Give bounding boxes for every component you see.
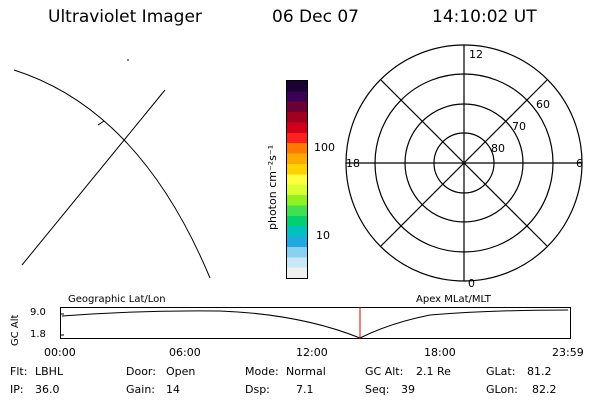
timeline-ytick-1.8: 1.8 <box>30 329 46 340</box>
status-glon-value: 82.2 <box>532 383 557 396</box>
lat-label-80: 80 <box>491 142 505 155</box>
status-glat-value: 81.2 <box>527 365 552 378</box>
mlt-label-0: 0 <box>468 277 475 290</box>
lat-label-70: 70 <box>512 120 526 133</box>
colorbar <box>286 80 308 279</box>
date-label: 06 Dec 07 <box>272 7 359 27</box>
timeline-y-axis-title: GC Alt <box>10 314 21 346</box>
orbit-altitude-timeline <box>60 307 571 339</box>
status-mode-value: Normal <box>286 365 326 378</box>
status-ip-label: IP: <box>10 383 24 396</box>
timeline-xtick-0000: 00:00 <box>44 346 76 359</box>
lat-label-60: 60 <box>536 98 550 111</box>
timeline-ytick-9: 9.0 <box>30 307 46 318</box>
status-gcalt-value: 2.1 Re <box>416 365 451 378</box>
timeline-frame <box>60 307 571 339</box>
status-gain-label: Gain: <box>126 383 155 396</box>
status-door-value: Open <box>166 365 196 378</box>
status-seq-label: Seq: <box>365 383 390 396</box>
status-door-label: Door: <box>126 365 156 378</box>
time-label: 14:10:02 UT <box>432 7 537 27</box>
colorbar-axis-title: photon cm⁻²s⁻¹ <box>266 144 279 230</box>
status-dsp-label: Dsp: <box>245 383 270 396</box>
timeline-xtick-0600: 06:00 <box>169 346 201 359</box>
earth-limb-arc <box>13 69 211 279</box>
timeline-xtick-1800: 18:00 <box>424 346 456 359</box>
status-glat-label: GLat: <box>486 365 516 378</box>
altitude-curve <box>61 309 569 339</box>
mlt-label-6: 6 <box>576 157 583 170</box>
timeline-right-title: Apex MLat/MLT <box>416 294 491 305</box>
instrument-title: Ultraviolet Imager <box>48 7 202 27</box>
status-mode-label: Mode: <box>245 365 279 378</box>
status-ip-value: 36.0 <box>35 383 60 396</box>
mlt-label-18: 18 <box>346 157 360 170</box>
terminator-line <box>21 89 166 266</box>
status-flt-value: LBHL <box>35 365 64 378</box>
mlt-line-diag <box>380 79 548 247</box>
timeline-xtick-1200: 12:00 <box>296 346 328 359</box>
status-dsp-value: 7.1 <box>296 383 314 396</box>
map-tick <box>97 120 105 126</box>
status-flt-label: Flt: <box>10 365 28 378</box>
status-seq-value: 39 <box>401 383 415 396</box>
polar-mlat-mlt-plot <box>345 44 583 282</box>
timeline-left-title: Geographic Lat/Lon <box>68 294 166 305</box>
status-gcalt-label: GC Alt: <box>365 365 404 378</box>
colorbar-tick-10: 10 <box>316 229 330 242</box>
colorbar-tick-100: 100 <box>314 141 335 154</box>
timeline-xtick-2359: 23:59 <box>552 346 584 359</box>
status-gain-value: 14 <box>166 383 180 396</box>
mlt-label-12: 12 <box>469 48 483 61</box>
geographic-map-panel <box>13 59 211 279</box>
status-glon-label: GLon: <box>486 383 518 396</box>
